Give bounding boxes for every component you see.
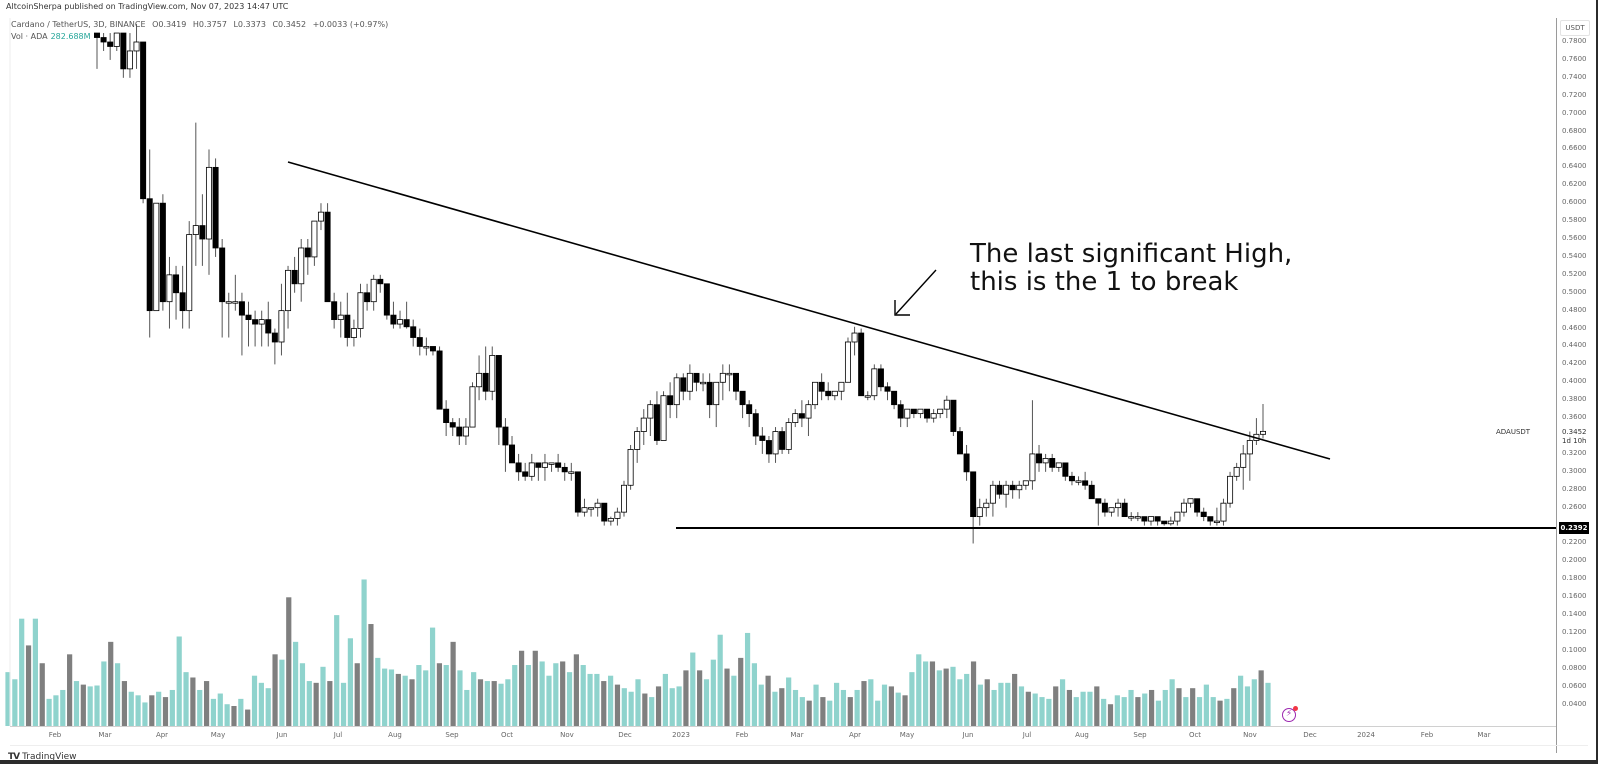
- price-tick: 0.1600: [1562, 592, 1587, 601]
- price-tick: 0.0600: [1562, 681, 1587, 690]
- time-tick: Oct: [1188, 731, 1202, 739]
- symbol-legend[interactable]: Cardano / TetherUS, 3D, BINANCE O0.3419 …: [11, 20, 392, 29]
- price-tick: 0.0400: [1562, 699, 1587, 708]
- price-tick: 0.1000: [1562, 645, 1587, 654]
- price-tick: 0.2200: [1562, 538, 1587, 547]
- price-tick: 0.1200: [1562, 628, 1587, 637]
- volume-label: Vol · ADA: [11, 32, 48, 41]
- time-tick: Nov: [560, 731, 574, 739]
- volume-bars: [5, 579, 1271, 726]
- price-tick: 0.3000: [1562, 466, 1587, 475]
- time-tick: Nov: [1243, 731, 1257, 739]
- annotation-line-1: The last significant High,: [970, 239, 1293, 269]
- price-tick: 0.7400: [1562, 72, 1587, 81]
- time-tick: Feb: [1420, 731, 1434, 739]
- annotation-line-2: this is the 1 to break: [970, 267, 1239, 297]
- time-tick: 2024: [1357, 731, 1375, 739]
- time-tick: May: [210, 731, 226, 739]
- price-tick: 0.1400: [1562, 610, 1587, 619]
- time-tick: Dec: [618, 731, 632, 739]
- price-tick: 0.2800: [1562, 484, 1587, 493]
- time-axis-line: [10, 726, 1556, 727]
- price-tick: 0.7000: [1562, 108, 1587, 117]
- time-tick: Jul: [1022, 731, 1032, 739]
- price-tick: 0.2600: [1562, 502, 1587, 511]
- ohlc-close: C0.3452: [272, 20, 307, 29]
- lightning-icon[interactable]: ⚡: [1282, 708, 1296, 722]
- price-tick: 0.0800: [1562, 663, 1587, 672]
- time-tick: Jun: [962, 731, 974, 739]
- price-tick: 0.6000: [1562, 198, 1587, 207]
- time-tick: Aug: [388, 731, 402, 739]
- price-tick: 0.6200: [1562, 180, 1587, 189]
- time-tick: Dec: [1303, 731, 1317, 739]
- currency-label[interactable]: USDT: [1560, 20, 1590, 36]
- time-tick: Mar: [98, 731, 112, 739]
- price-tick: 0.7200: [1562, 90, 1587, 99]
- price-tick: 0.7600: [1562, 54, 1587, 63]
- price-axis-line: [1556, 18, 1557, 753]
- time-tick: Jul: [333, 731, 343, 739]
- current-symbol-label: ADAUSDT: [1496, 428, 1531, 436]
- price-tick: 0.3600: [1562, 413, 1587, 422]
- time-axis-bottom: [10, 745, 1588, 746]
- time-tick: Feb: [735, 731, 749, 739]
- candlestick-chart[interactable]: [0, 0, 1556, 730]
- time-tick: Mar: [790, 731, 804, 739]
- annotation-arrow: [895, 269, 937, 315]
- price-tick: 0.6400: [1562, 162, 1587, 171]
- price-tick: 0.6600: [1562, 144, 1587, 153]
- price-tick: 0.4400: [1562, 341, 1587, 350]
- price-tick: 0.5200: [1562, 269, 1587, 278]
- time-tick: Jun: [276, 731, 288, 739]
- support-price-label: 0.2392: [1559, 522, 1589, 534]
- candle-countdown: 1d 10h: [1562, 437, 1587, 445]
- tradingview-logo-text: TradingView: [22, 752, 77, 762]
- current-price-label: 0.3452: [1562, 428, 1587, 436]
- tradingview-logo[interactable]: TV TradingView: [8, 752, 77, 762]
- price-tick: 0.4600: [1562, 323, 1587, 332]
- price-tick: 0.4000: [1562, 377, 1587, 386]
- tradingview-mark-icon: TV: [8, 752, 20, 762]
- ohlc-high: H0.3757: [192, 20, 227, 29]
- price-tick: 0.5400: [1562, 251, 1587, 260]
- time-tick: Feb: [48, 731, 62, 739]
- volume-value: 282.688M: [50, 32, 91, 41]
- time-tick: Mar: [1477, 731, 1491, 739]
- ohlc-change: +0.0033 (+0.97%): [312, 20, 389, 29]
- price-tick: 0.5600: [1562, 234, 1587, 242]
- ohlc-open: O0.3419: [152, 20, 187, 29]
- time-tick: Apr: [848, 731, 862, 739]
- price-tick: 0.1800: [1562, 574, 1587, 583]
- time-tick: Sep: [1133, 731, 1147, 739]
- ohlc-low: L0.3373: [233, 20, 266, 29]
- price-tick: 0.2000: [1562, 556, 1587, 565]
- price-candles: [94, 24, 1267, 544]
- price-tick: 0.4200: [1562, 359, 1587, 368]
- descending-trendline: [287, 161, 1331, 460]
- time-tick: 2023: [672, 731, 690, 739]
- price-tick: 0.3800: [1562, 395, 1587, 404]
- time-tick: Aug: [1075, 731, 1089, 739]
- symbol-description: Cardano / TetherUS, 3D, BINANCE: [11, 20, 146, 29]
- time-tick: May: [899, 731, 915, 739]
- notification-dot-icon: [1293, 706, 1298, 711]
- price-tick: 0.4800: [1562, 305, 1587, 314]
- volume-legend[interactable]: Vol · ADA 282.688M: [11, 32, 91, 41]
- price-tick: 0.6800: [1562, 126, 1587, 135]
- chart-annotation[interactable]: The last significant High, this is the 1…: [970, 240, 1292, 296]
- time-tick: Sep: [445, 731, 459, 739]
- price-tick: 0.5000: [1562, 287, 1587, 296]
- price-tick: 0.5800: [1562, 216, 1587, 225]
- price-tick: 0.7800: [1562, 37, 1587, 45]
- price-tick: 0.3200: [1562, 448, 1587, 457]
- time-tick: Oct: [500, 731, 514, 739]
- time-tick: Apr: [155, 731, 169, 739]
- publish-info: AltcoinSherpa published on TradingView.c…: [6, 2, 289, 11]
